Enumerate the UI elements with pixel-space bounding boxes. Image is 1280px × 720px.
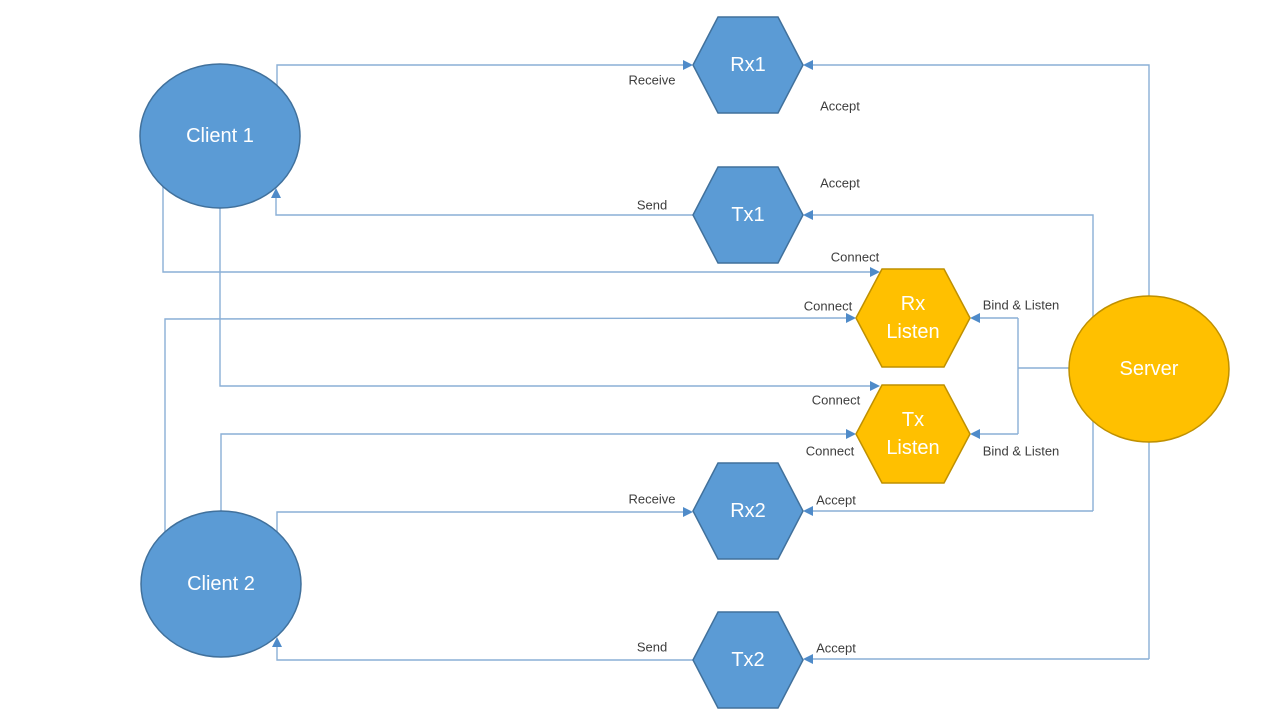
arrowhead-accept-rx1	[803, 60, 813, 70]
node-tx2-label: Tx2	[731, 649, 764, 671]
node-rx1-shape	[692, 16, 804, 114]
node-tx-listen-shape	[855, 384, 971, 484]
edge-label-connect-1: Connect	[831, 250, 880, 265]
arrowhead-bind-1	[970, 313, 980, 323]
node-tx1-label: Tx1	[731, 204, 764, 226]
node-tx-listen-label: Listen	[886, 437, 939, 459]
edge-label-accept-2: Accept	[820, 176, 860, 191]
node-tx1-shape	[692, 166, 804, 264]
arrowhead-accept-tx1	[803, 210, 813, 220]
edge-label-send-2: Send	[637, 640, 667, 655]
node-tx2-shape	[692, 611, 804, 709]
arrowhead-bind-2	[970, 429, 980, 439]
edge-label-layer: Receive Accept Send Accept Connect Connect Bin…	[629, 73, 1060, 656]
connector-layer	[162, 60, 1150, 664]
arrowhead-receive-2	[683, 507, 693, 517]
arrowhead-send-2	[272, 637, 282, 647]
connector-connect-2	[164, 317, 848, 533]
edge-label-receive-2: Receive	[629, 492, 676, 507]
arrowhead-connect-2	[846, 313, 856, 323]
arrowhead-connect-3	[870, 381, 880, 391]
node-rx-listen-label: Listen	[886, 321, 939, 343]
connector-connect-1	[162, 185, 871, 273]
edge-label-bind-listen-1: Bind & Listen	[983, 298, 1060, 313]
connector-connect-3	[219, 205, 871, 387]
arrowhead-accept-tx2	[803, 654, 813, 664]
node-tx-listen-label: Tx	[902, 409, 924, 431]
node-rx-listen-shape	[855, 268, 971, 368]
arrowhead-accept-rx2	[803, 506, 813, 516]
arrowhead-receive-1	[683, 60, 693, 70]
node-rx1-label: Rx1	[730, 54, 766, 76]
arrowhead-connect-4	[846, 429, 856, 439]
connector-send-2	[276, 646, 693, 661]
connector-accept-rx1	[812, 64, 1150, 659]
node-client1-label: Client 1	[186, 125, 254, 147]
connector-receive-2	[276, 511, 684, 535]
node-rx2-label: Rx2	[730, 500, 766, 522]
arrowhead-connect-1	[870, 267, 880, 277]
node-client2-label: Client 2	[187, 573, 255, 595]
connector-receive-1	[276, 64, 684, 95]
node-client1-shape	[139, 63, 301, 209]
edge-label-accept-1: Accept	[820, 99, 860, 114]
edge-label-connect-2: Connect	[804, 299, 853, 314]
edge-label-accept-4: Accept	[816, 641, 856, 656]
edge-label-receive-1: Receive	[629, 73, 676, 88]
node-client2-shape	[140, 510, 302, 658]
edge-label-connect-4: Connect	[806, 444, 855, 459]
arrowhead-send-1	[271, 188, 281, 198]
connector-send-1	[275, 197, 693, 216]
edge-label-bind-listen-2: Bind & Listen	[983, 444, 1060, 459]
connector-connect-4	[220, 433, 847, 513]
node-layer: Client 1 Client 2 Server Rx1 Tx1 Rx Listen Tx Li…	[139, 16, 1230, 709]
node-rx-listen-label: Rx	[901, 293, 925, 315]
edge-label-send-1: Send	[637, 198, 667, 213]
node-server-shape	[1068, 295, 1230, 443]
edge-label-connect-3: Connect	[812, 393, 861, 408]
node-server-label: Server	[1120, 358, 1179, 380]
edge-label-accept-3: Accept	[816, 493, 856, 508]
node-rx2-shape	[692, 462, 804, 560]
